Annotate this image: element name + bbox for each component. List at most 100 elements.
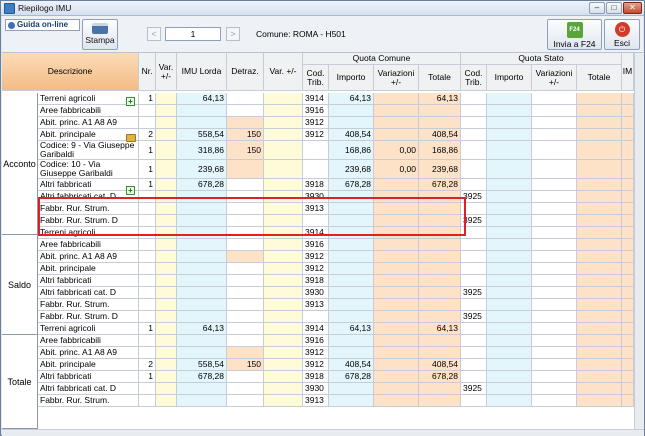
row-10-descrizione[interactable]: Terreni agricoli (38, 227, 139, 239)
row-11-imu-lorda[interactable] (177, 239, 227, 251)
row-9-var[interactable] (156, 215, 177, 227)
row-2-imu-cut[interactable] (622, 117, 634, 129)
row-1-stato-totale[interactable] (577, 105, 622, 117)
row-14-stato-totale[interactable] (577, 275, 622, 287)
row-10-imu-lorda[interactable] (177, 227, 227, 239)
row-2-stato-cod-trib[interactable] (461, 117, 487, 129)
row-15-var[interactable] (156, 287, 177, 299)
row-11-comune-importo[interactable] (329, 239, 374, 251)
row-5-stato-importo[interactable] (487, 160, 532, 179)
row-7-comune-variazioni[interactable] (374, 191, 419, 203)
row-10-comune-importo[interactable] (329, 227, 374, 239)
row-23-var2[interactable] (264, 383, 303, 395)
row-21-nr[interactable]: 2 (139, 359, 156, 371)
row-18-var2[interactable] (264, 323, 303, 335)
row-9-comune-totale[interactable] (419, 215, 461, 227)
row-13-comune-totale[interactable] (419, 263, 461, 275)
row-16-detraz[interactable] (227, 299, 264, 311)
row-3-comune-importo[interactable]: 408,54 (329, 129, 374, 141)
row-5-comune-variazioni[interactable]: 0,00 (374, 160, 419, 179)
row-19-var2[interactable] (264, 335, 303, 347)
row-7-nr[interactable] (139, 191, 156, 203)
row-14-comune-cod-trib[interactable]: 3918 (303, 275, 329, 287)
row-16-descrizione[interactable]: Fabbr. Rur. Strum. (38, 299, 139, 311)
row-22-imu-lorda[interactable]: 678,28 (177, 371, 227, 383)
row-17-comune-cod-trib[interactable] (303, 311, 329, 323)
row-1-descrizione[interactable]: Aree fabbricabili (38, 105, 139, 117)
row-15-comune-variazioni[interactable] (374, 287, 419, 299)
row-9-nr[interactable] (139, 215, 156, 227)
row-1-comune-totale[interactable] (419, 105, 461, 117)
row-20-var[interactable] (156, 347, 177, 359)
row-21-var[interactable] (156, 359, 177, 371)
row-15-stato-cod-trib[interactable]: 3925 (461, 287, 487, 299)
row-10-comune-totale[interactable] (419, 227, 461, 239)
row-18-detraz[interactable] (227, 323, 264, 335)
row-4-descrizione[interactable]: Codice: 9 - Via Giuseppe Garibaldi (38, 141, 139, 160)
row-17-comune-importo[interactable] (329, 311, 374, 323)
row-6-stato-variazioni[interactable] (532, 179, 577, 191)
row-14-descrizione[interactable]: Altri fabbricati (38, 275, 139, 287)
row-4-var2[interactable] (264, 141, 303, 160)
row-24-imu-cut[interactable] (622, 395, 634, 407)
row-15-comune-cod-trib[interactable]: 3930 (303, 287, 329, 299)
row-13-nr[interactable] (139, 263, 156, 275)
row-13-var2[interactable] (264, 263, 303, 275)
row-3-comune-variazioni[interactable] (374, 129, 419, 141)
row-3-var2[interactable] (264, 129, 303, 141)
row-18-nr[interactable]: 1 (139, 323, 156, 335)
row-24-var[interactable] (156, 395, 177, 407)
row-19-stato-variazioni[interactable] (532, 335, 577, 347)
row-7-descrizione[interactable]: Altri fabbricati cat. D (38, 191, 139, 203)
row-13-var[interactable] (156, 263, 177, 275)
row-11-stato-importo[interactable] (487, 239, 532, 251)
row-17-stato-totale[interactable] (577, 311, 622, 323)
row-20-nr[interactable] (139, 347, 156, 359)
row-8-detraz[interactable] (227, 203, 264, 215)
row-20-comune-cod-trib[interactable]: 3912 (303, 347, 329, 359)
row-11-imu-cut[interactable] (622, 239, 634, 251)
row-18-stato-cod-trib[interactable] (461, 323, 487, 335)
row-20-comune-totale[interactable] (419, 347, 461, 359)
row-19-comune-importo[interactable] (329, 335, 374, 347)
row-10-stato-cod-trib[interactable] (461, 227, 487, 239)
row-16-stato-variazioni[interactable] (532, 299, 577, 311)
row-22-detraz[interactable] (227, 371, 264, 383)
row-7-comune-totale[interactable] (419, 191, 461, 203)
row-15-stato-variazioni[interactable] (532, 287, 577, 299)
row-14-comune-totale[interactable] (419, 275, 461, 287)
row-13-imu-lorda[interactable] (177, 263, 227, 275)
row-2-comune-importo[interactable] (329, 117, 374, 129)
row-21-comune-importo[interactable]: 408,54 (329, 359, 374, 371)
row-20-comune-variazioni[interactable] (374, 347, 419, 359)
row-1-nr[interactable] (139, 105, 156, 117)
row-23-comune-variazioni[interactable] (374, 383, 419, 395)
row-22-comune-importo[interactable]: 678,28 (329, 371, 374, 383)
row-2-descrizione[interactable]: Abit. princ. A1 A8 A9 (38, 117, 139, 129)
row-0-stato-importo[interactable] (487, 93, 532, 105)
row-7-stato-variazioni[interactable] (532, 191, 577, 203)
row-17-imu-cut[interactable] (622, 311, 634, 323)
row-1-detraz[interactable] (227, 105, 264, 117)
row-15-stato-totale[interactable] (577, 287, 622, 299)
row-19-imu-cut[interactable] (622, 335, 634, 347)
esci-button[interactable]: ⏻ Esci (604, 19, 640, 50)
row-11-comune-cod-trib[interactable]: 3916 (303, 239, 329, 251)
row-23-detraz[interactable] (227, 383, 264, 395)
row-23-stato-variazioni[interactable] (532, 383, 577, 395)
row-21-imu-cut[interactable] (622, 359, 634, 371)
row-18-stato-totale[interactable] (577, 323, 622, 335)
row-9-comune-variazioni[interactable] (374, 215, 419, 227)
row-8-comune-totale[interactable] (419, 203, 461, 215)
row-19-stato-totale[interactable] (577, 335, 622, 347)
minimize-button[interactable]: – (589, 2, 605, 14)
row-23-stato-importo[interactable] (487, 383, 532, 395)
row-13-descrizione[interactable]: Abit. principale (38, 263, 139, 275)
row-0-comune-variazioni[interactable] (374, 93, 419, 105)
row-0-imu-cut[interactable] (622, 93, 634, 105)
row-8-imu-cut[interactable] (622, 203, 634, 215)
row-1-comune-importo[interactable] (329, 105, 374, 117)
row-5-var2[interactable] (264, 160, 303, 179)
row-22-var[interactable] (156, 371, 177, 383)
row-8-comune-cod-trib[interactable]: 3913 (303, 203, 329, 215)
